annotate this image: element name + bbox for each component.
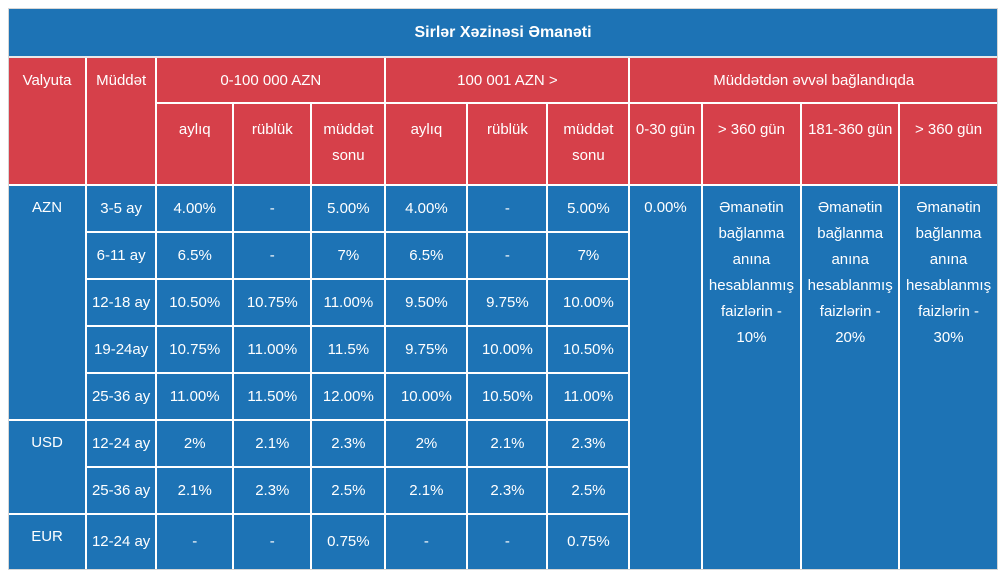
term-cell: 12-18 ay	[85, 278, 158, 327]
rate-cell: 10.00%	[466, 325, 549, 374]
rate-cell: 10.50%	[155, 278, 235, 327]
rate-cell: 5.00%	[310, 184, 387, 233]
currency-cell-usd: USD	[7, 419, 88, 515]
table-row: 25-36 ay 11.00% 11.50% 12.00% 10.00% 10.…	[9, 372, 997, 421]
rate-cell: 12.00%	[310, 372, 387, 421]
rate-cell: 2.1%	[466, 419, 549, 468]
term-cell: 3-5 ay	[85, 184, 158, 233]
rate-cell: 9.50%	[384, 278, 469, 327]
rate-cell: 10.50%	[546, 325, 631, 374]
rate-cell: 2%	[384, 419, 469, 468]
rate-cell: 4.00%	[384, 184, 469, 233]
rate-cell: 9.75%	[466, 278, 549, 327]
early-closure-cell-0-30: 0.00%	[628, 184, 703, 570]
rate-cell: 10.00%	[384, 372, 469, 421]
early-closure-cell-gt360-second: Əmanətin bağlanma anına hesablanmış faiz…	[898, 184, 998, 570]
rate-cell: 10.75%	[155, 325, 235, 374]
rate-cell: 2.1%	[155, 466, 235, 515]
header-muddet: Müddət	[85, 57, 158, 186]
rate-cell: 5.00%	[546, 184, 631, 233]
header-group-row: Valyuta Müddət 0-100 000 AZN 100 001 AZN…	[7, 57, 998, 186]
term-cell: 12-24 ay	[85, 513, 158, 570]
table-row: 6-11 ay 6.5% - 7% 6.5% - 7%	[9, 231, 997, 280]
rate-cell: 2.3%	[546, 419, 631, 468]
rate-cell: 11.50%	[232, 372, 313, 421]
rate-cell: 10.00%	[546, 278, 631, 327]
rate-cell: 2.1%	[384, 466, 469, 515]
table-body: AZN 3-5 ay 4.00% - 5.00% 4.00% - 5.00% 0…	[7, 184, 998, 570]
rate-cell: 7%	[546, 231, 631, 280]
table-row: 12-18 ay 10.50% 10.75% 11.00% 9.50% 9.75…	[9, 278, 997, 327]
header-group-0-100000-azn: 0-100 000 AZN	[155, 57, 387, 104]
early-closure-cell-gt360-first: Əmanətin bağlanma anına hesablanmış faiz…	[700, 184, 803, 570]
rate-cell: -	[384, 513, 469, 570]
rate-cell: 2.3%	[466, 466, 549, 515]
subheader-rubluk-1: rüblük	[232, 102, 313, 186]
rate-cell: -	[466, 231, 549, 280]
rate-cell: 11.00%	[232, 325, 313, 374]
rate-cell: 2.1%	[232, 419, 313, 468]
rate-cell: 2.5%	[310, 466, 387, 515]
table-row: 19-24ay 10.75% 11.00% 11.5% 9.75% 10.00%…	[9, 325, 997, 374]
rate-cell: 2.5%	[546, 466, 631, 515]
rate-cell: 6.5%	[384, 231, 469, 280]
rate-cell: -	[232, 513, 313, 570]
subheader-gt-360-gun-2: > 360 gün	[898, 102, 998, 186]
term-cell: 6-11 ay	[85, 231, 158, 280]
rate-cell: 11.5%	[310, 325, 387, 374]
rate-cell: 10.75%	[232, 278, 313, 327]
table-header: Valyuta Müddət 0-100 000 AZN 100 001 AZN…	[7, 57, 998, 186]
subheader-ayliq-2: aylıq	[384, 102, 469, 186]
rate-cell: 2.3%	[232, 466, 313, 515]
deposit-table-container: Sirlər Xəzinəsi Əmanəti Valyuta Müddət 0…	[7, 8, 998, 570]
table-row: 25-36 ay 2.1% 2.3% 2.5% 2.1% 2.3% 2.5%	[9, 466, 997, 515]
subheader-ayliq-1: aylıq	[155, 102, 235, 186]
rate-cell: 2%	[155, 419, 235, 468]
rate-cell: -	[466, 513, 549, 570]
rate-cell: -	[466, 184, 549, 233]
table-row: USD 12-24 ay 2% 2.1% 2.3% 2% 2.1% 2.3%	[7, 419, 997, 515]
subheader-muddet-sonu-1: müddət sonu	[310, 102, 387, 186]
header-group-100001-azn: 100 001 AZN >	[384, 57, 631, 104]
subheader-gt-360-gun-1: > 360 gün	[700, 102, 803, 186]
rate-cell: -	[232, 231, 313, 280]
subheader-181-360-gun: 181-360 gün	[800, 102, 901, 186]
rate-cell: 6.5%	[155, 231, 235, 280]
rate-cell: 0.75%	[546, 513, 631, 570]
rate-cell: -	[232, 184, 313, 233]
rate-cell: 2.3%	[310, 419, 387, 468]
rate-cell: 4.00%	[155, 184, 235, 233]
early-closure-cell-181-360: Əmanətin bağlanma anına hesablanmış faiz…	[800, 184, 901, 570]
rate-cell: 11.00%	[310, 278, 387, 327]
header-sub-row: aylıq rüblük müddət sonu aylıq rüblük mü…	[9, 102, 998, 186]
table-title: Sirlər Xəzinəsi Əmanəti	[9, 9, 997, 56]
currency-cell-azn: AZN	[7, 184, 88, 421]
rate-cell: 9.75%	[384, 325, 469, 374]
currency-cell-eur: EUR	[7, 513, 88, 570]
rate-cell: 10.50%	[466, 372, 549, 421]
rate-cell: 11.00%	[155, 372, 235, 421]
subheader-muddet-sonu-2: müddət sonu	[546, 102, 631, 186]
term-cell: 25-36 ay	[85, 372, 158, 421]
term-cell: 19-24ay	[85, 325, 158, 374]
table-row: AZN 3-5 ay 4.00% - 5.00% 4.00% - 5.00% 0…	[7, 184, 998, 570]
rate-cell: 7%	[310, 231, 387, 280]
term-cell: 25-36 ay	[85, 466, 158, 515]
term-cell: 12-24 ay	[85, 419, 158, 468]
rate-cell: -	[155, 513, 235, 570]
header-group-early-closure: Müddətdən əvvəl bağlandıqda	[628, 57, 998, 104]
rate-cell: 11.00%	[546, 372, 631, 421]
deposit-rates-table: Valyuta Müddət 0-100 000 AZN 100 001 AZN…	[7, 57, 998, 570]
header-valyuta: Valyuta	[7, 57, 88, 186]
subheader-0-30-gun: 0-30 gün	[628, 102, 703, 186]
rate-cell: 0.75%	[310, 513, 387, 570]
subheader-rubluk-2: rüblük	[466, 102, 549, 186]
